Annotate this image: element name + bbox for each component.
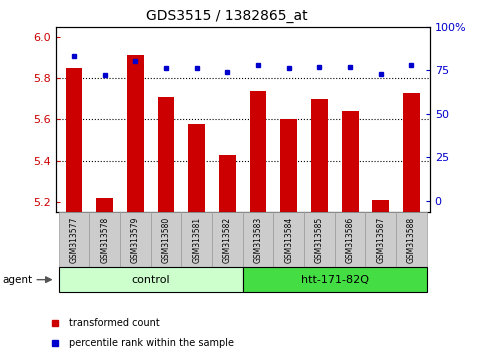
Text: GSM313579: GSM313579 (131, 217, 140, 263)
Bar (243, 267, 427, 292)
Bar (89, 212, 120, 267)
Text: htt-171-82Q: htt-171-82Q (301, 275, 369, 285)
Bar (96, 198, 113, 212)
Text: GDS3515 / 1382865_at: GDS3515 / 1382865_at (146, 9, 308, 23)
Text: GSM313578: GSM313578 (100, 217, 109, 263)
Text: control: control (131, 275, 170, 285)
Text: GSM313581: GSM313581 (192, 217, 201, 263)
Text: GSM313587: GSM313587 (376, 217, 385, 263)
Bar (188, 124, 205, 212)
Bar (250, 91, 267, 212)
Text: GSM313585: GSM313585 (315, 217, 324, 263)
Text: GSM313586: GSM313586 (346, 217, 355, 263)
Text: GSM313582: GSM313582 (223, 217, 232, 263)
Bar (58, 267, 243, 292)
Bar (311, 99, 328, 212)
Bar (304, 212, 335, 267)
Bar (372, 200, 389, 212)
Text: GSM313580: GSM313580 (161, 217, 170, 263)
Text: GSM313577: GSM313577 (70, 217, 78, 263)
Bar (157, 97, 174, 212)
Bar (396, 212, 427, 267)
Bar (120, 212, 151, 267)
Bar (58, 212, 89, 267)
Text: agent: agent (2, 275, 32, 285)
Bar (273, 212, 304, 267)
Bar (151, 212, 181, 267)
Text: transformed count: transformed count (69, 318, 159, 329)
Text: GSM313588: GSM313588 (407, 217, 416, 263)
Bar (66, 68, 83, 212)
Bar (219, 155, 236, 212)
Bar (335, 212, 366, 267)
Bar (212, 212, 243, 267)
Text: percentile rank within the sample: percentile rank within the sample (69, 338, 234, 348)
Text: GSM313583: GSM313583 (254, 217, 263, 263)
Bar (127, 56, 144, 212)
Bar (181, 212, 212, 267)
Text: GSM313584: GSM313584 (284, 217, 293, 263)
Bar (341, 111, 358, 212)
Bar (403, 93, 420, 212)
Bar (243, 212, 273, 267)
Bar (280, 120, 297, 212)
Bar (366, 212, 396, 267)
